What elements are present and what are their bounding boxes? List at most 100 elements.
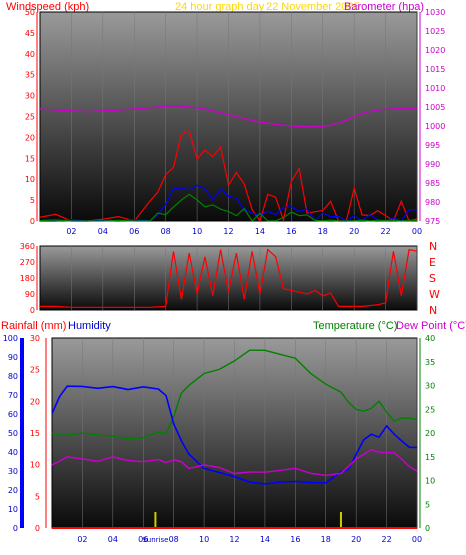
baro-y-tick-label: 1015 bbox=[425, 65, 445, 74]
wind-x-tick-label: 16 bbox=[286, 227, 296, 236]
temp-y-tick-label: 15 bbox=[425, 453, 435, 462]
humidity-y-tick-label: 60 bbox=[8, 410, 18, 419]
humidity-y-tick-label: 20 bbox=[8, 486, 18, 495]
humidity-y-tick-label: 10 bbox=[8, 505, 18, 514]
wind-y-tick-label: 35 bbox=[25, 71, 35, 80]
temperature-axis-title: Temperature (°C) bbox=[313, 320, 398, 332]
baro-y-tick-label: 1010 bbox=[425, 84, 445, 93]
temp-y-tick-label: 10 bbox=[425, 477, 435, 486]
humidity-y-tick-label: 50 bbox=[8, 429, 18, 438]
humidity-line bbox=[51, 385, 418, 485]
graph-date: 22 November 2025 bbox=[266, 1, 360, 13]
dewpoint-line bbox=[51, 448, 418, 477]
windspeed-low-line bbox=[39, 193, 417, 222]
wind-x-tick-label: 00 bbox=[412, 227, 422, 236]
direction-y-tick-label: 270 bbox=[20, 258, 35, 267]
temp-y-tick-label: 0 bbox=[425, 524, 430, 533]
humidity-y-tick-label: 0 bbox=[13, 524, 18, 533]
humidity-y-tick-label: 80 bbox=[8, 372, 18, 381]
direction-y-tick-label: 90 bbox=[25, 290, 35, 299]
compass-label: S bbox=[429, 272, 436, 285]
compass-label: N bbox=[429, 240, 437, 253]
wind-x-tick-label: 06 bbox=[129, 227, 139, 236]
humidity-y-tick-label: 70 bbox=[8, 391, 18, 400]
wind-x-tick-label: 04 bbox=[98, 227, 108, 236]
wind-y-tick-label: 0 bbox=[30, 217, 35, 226]
humidity-y-tick-label: 30 bbox=[8, 467, 18, 476]
rain-y-tick-label: 15 bbox=[30, 429, 40, 438]
baro-y-tick-label: 985 bbox=[425, 179, 440, 188]
wind-y-tick-label: 50 bbox=[25, 8, 35, 17]
graph-title: 24 hour graph day bbox=[175, 1, 265, 13]
baro-y-tick-label: 990 bbox=[425, 160, 440, 169]
compass-label: E bbox=[429, 256, 436, 269]
wind-x-tick-label: 12 bbox=[223, 227, 233, 236]
rainfall-axis-title: Rainfall (mm) bbox=[1, 320, 67, 332]
climate-x-tick-label: 06 bbox=[138, 535, 148, 544]
wind-y-tick-label: 5 bbox=[30, 196, 35, 205]
wind-x-tick-label: 20 bbox=[349, 227, 359, 236]
climate-x-tick-label: 02 bbox=[77, 535, 87, 544]
windspeed-axis-title: Windspeed (kph) bbox=[6, 1, 90, 13]
temperature-line bbox=[51, 349, 418, 440]
temp-y-tick-label: 40 bbox=[425, 334, 435, 343]
baro-y-tick-label: 1025 bbox=[425, 27, 445, 36]
barometer-axis-title: Barometer (hpa) bbox=[344, 1, 425, 13]
temp-y-tick-label: 35 bbox=[425, 358, 435, 367]
climate-x-tick-label: 12 bbox=[229, 535, 239, 544]
climate-x-tick-label: 20 bbox=[351, 535, 361, 544]
wind-y-tick-label: 20 bbox=[25, 133, 35, 142]
baro-y-tick-label: 980 bbox=[425, 198, 440, 207]
rain-y-tick-label: 25 bbox=[30, 366, 40, 375]
baro-y-tick-label: 1000 bbox=[425, 122, 445, 131]
direction-y-tick-label: 360 bbox=[20, 242, 35, 251]
wind-x-tick-label: 02 bbox=[66, 227, 76, 236]
wind-direction-line bbox=[40, 248, 418, 308]
wind-y-tick-label: 40 bbox=[25, 50, 35, 59]
rain-y-tick-label: 30 bbox=[30, 334, 40, 343]
direction-y-tick-label: 180 bbox=[20, 274, 35, 283]
climate-x-tick-label: 08 bbox=[169, 535, 179, 544]
temp-y-tick-label: 5 bbox=[425, 500, 430, 509]
rain-y-tick-label: 10 bbox=[30, 461, 40, 470]
wind-y-tick-label: 10 bbox=[25, 175, 35, 184]
barometer-line bbox=[39, 105, 418, 128]
baro-y-tick-label: 1030 bbox=[425, 8, 445, 17]
wind-y-tick-label: 45 bbox=[25, 29, 35, 38]
climate-x-tick-label: 10 bbox=[199, 535, 209, 544]
compass-label: W bbox=[429, 288, 440, 301]
wind-x-tick-label: 22 bbox=[380, 227, 390, 236]
climate-x-tick-label: 16 bbox=[290, 535, 300, 544]
humidity-axis-title: Humidity bbox=[68, 320, 111, 332]
climate-x-tick-label: 00 bbox=[412, 535, 422, 544]
sunrise-label: Sunrise bbox=[142, 536, 168, 544]
temp-y-tick-label: 20 bbox=[425, 429, 435, 438]
rain-y-tick-label: 20 bbox=[30, 397, 40, 406]
wind-x-tick-label: 10 bbox=[192, 227, 202, 236]
climate-x-tick-label: 22 bbox=[381, 535, 391, 544]
rain-y-tick-label: 0 bbox=[35, 524, 40, 533]
compass-label: N bbox=[429, 304, 437, 317]
climate-x-tick-label: 04 bbox=[108, 535, 118, 544]
climate-x-tick-label: 18 bbox=[321, 535, 331, 544]
windspeed-gust-line bbox=[39, 129, 418, 223]
humidity-y-tick-label: 40 bbox=[8, 448, 18, 457]
wind-x-tick-label: 08 bbox=[161, 227, 171, 236]
baro-y-tick-label: 995 bbox=[425, 141, 440, 150]
baro-y-tick-label: 1020 bbox=[425, 46, 445, 55]
climate-x-tick-label: 14 bbox=[260, 535, 270, 544]
wind-y-tick-label: 15 bbox=[25, 154, 35, 163]
temp-y-tick-label: 25 bbox=[425, 405, 435, 414]
baro-y-tick-label: 1005 bbox=[425, 103, 445, 112]
temp-y-tick-label: 30 bbox=[425, 382, 435, 391]
dewpoint-axis-title: Dew Point (°C) bbox=[396, 320, 466, 332]
wind-x-tick-label: 18 bbox=[318, 227, 328, 236]
baro-y-tick-label: 975 bbox=[425, 217, 440, 226]
direction-y-tick-label: 0 bbox=[30, 306, 35, 315]
humidity-y-tick-label: 100 bbox=[3, 334, 18, 343]
rain-y-tick-label: 5 bbox=[35, 492, 40, 501]
wind-y-tick-label: 30 bbox=[25, 92, 35, 101]
humidity-y-tick-label: 90 bbox=[8, 353, 18, 362]
